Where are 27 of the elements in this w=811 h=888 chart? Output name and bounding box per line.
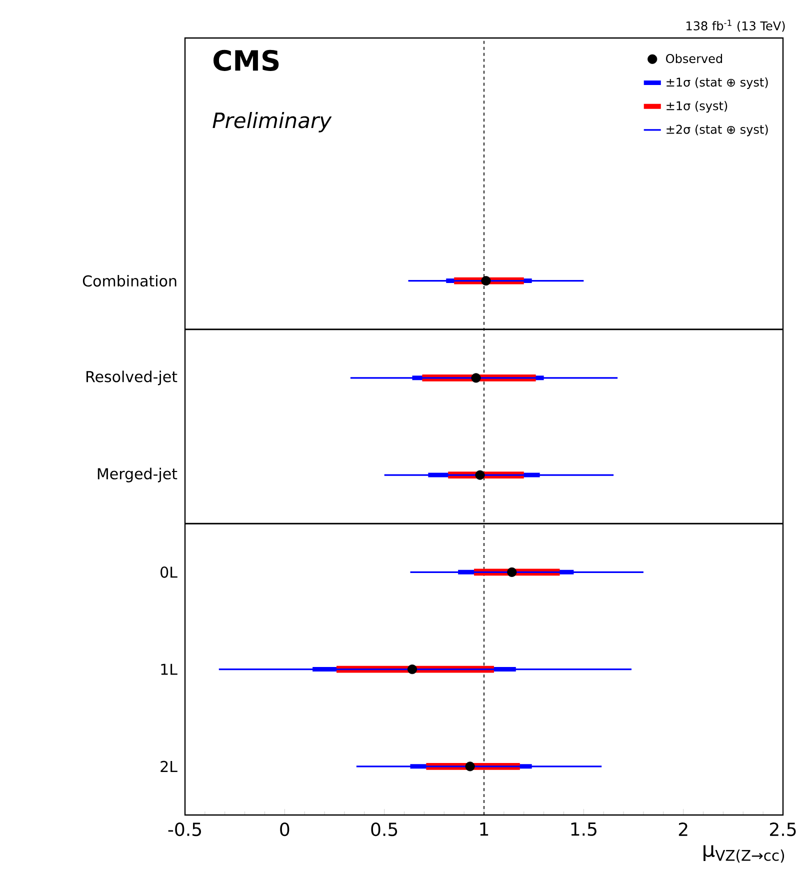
text: 138 fb$^{-1}$ (13 TeV) — [686, 20, 785, 32]
x-tick-label: 0.5 — [371, 822, 398, 836]
y-tick-label: Combination — [82, 275, 176, 287]
y-tick-label: Resolved-jet — [86, 370, 178, 386]
legend-label: ±1σ (stat ⊕ syst) — [666, 77, 768, 90]
point — [407, 664, 418, 674]
y-tick-label: 1L — [161, 664, 178, 675]
x-tick-label: 0 — [280, 822, 290, 836]
x-tick-label: -0.5 — [168, 822, 201, 836]
point — [471, 373, 481, 383]
point — [481, 276, 491, 286]
point — [475, 470, 485, 480]
y-tick-label: Merged-jet — [98, 468, 178, 482]
point — [507, 567, 517, 577]
x-tick-label: 1.5 — [571, 822, 596, 836]
y-tick-label: 2L — [160, 760, 178, 772]
legend-label: ±1σ (syst) — [666, 101, 728, 113]
point — [465, 762, 475, 772]
legend-label: ±2σ (stat ⊕ syst) — [666, 124, 768, 136]
chart-title: CMS — [214, 50, 279, 72]
y-tick-label: 0L — [160, 566, 178, 578]
legend-label: Observed — [666, 54, 722, 64]
x-tick-label: 2 — [678, 822, 688, 836]
x-tick-label: 1 — [480, 822, 488, 836]
x-axis-title: μ$_{VZ(Z→cc)}$ — [704, 845, 784, 863]
x-tick-label: 2.5 — [770, 822, 796, 836]
text: Preliminary — [212, 112, 332, 132]
